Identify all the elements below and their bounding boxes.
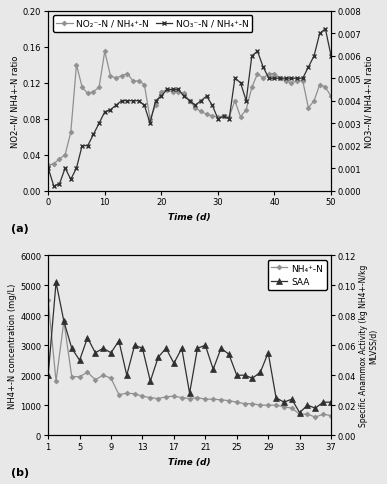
Y-axis label: NO2--N/ NH4+-N ratio: NO2--N/ NH4+-N ratio [11,55,20,148]
Text: (b): (b) [11,468,29,478]
X-axis label: Time (d): Time (d) [168,212,211,222]
Legend: NH₄⁺-N, SAA: NH₄⁺-N, SAA [267,260,327,290]
Legend: NO₂⁻-N / NH₄⁺-N, NO₃⁻-N / NH₄⁺-N: NO₂⁻-N / NH₄⁺-N, NO₃⁻-N / NH₄⁺-N [53,16,252,32]
X-axis label: Time (d): Time (d) [168,457,211,466]
Text: (a): (a) [11,224,29,233]
Y-axis label: Specific Anammox Activity (kg NH4+-N/kg
MLVSS/d): Specific Anammox Activity (kg NH4+-N/kg … [359,265,378,426]
Y-axis label: NH4+-N concentration (mg/L): NH4+-N concentration (mg/L) [9,283,17,408]
Y-axis label: NO3--N/ NH4+-N ratio: NO3--N/ NH4+-N ratio [365,55,373,148]
